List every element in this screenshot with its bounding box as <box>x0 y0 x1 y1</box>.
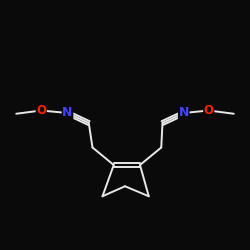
Text: O: O <box>204 104 214 117</box>
Text: N: N <box>178 106 189 120</box>
Text: N: N <box>62 106 73 120</box>
Text: O: O <box>36 104 46 117</box>
